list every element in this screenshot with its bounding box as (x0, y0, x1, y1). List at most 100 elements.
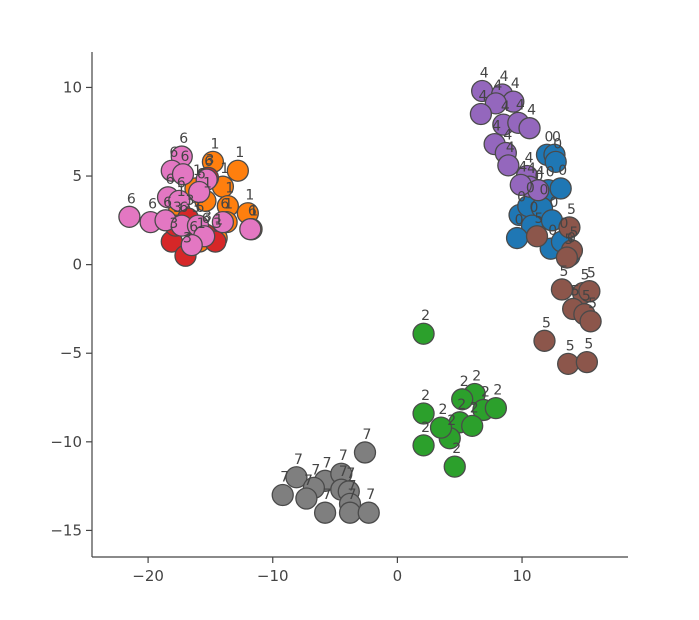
scatter-point-cluster-7 (285, 466, 308, 489)
point-label-4: 4 (511, 76, 520, 92)
point-label-2: 2 (460, 374, 469, 390)
point-label-4: 4 (503, 128, 512, 144)
point-label-3: 3 (205, 152, 214, 168)
scatter-point-cluster-6 (180, 233, 203, 257)
point-label-5: 5 (584, 337, 593, 353)
point-label-4: 4 (478, 89, 487, 105)
scatter-point-cluster-6 (118, 205, 141, 228)
point-label-7: 7 (366, 487, 375, 503)
point-label-6: 6 (179, 200, 188, 216)
point-label-6: 6 (204, 154, 213, 170)
point-label-4: 4 (536, 165, 545, 181)
point-label-3: 3 (173, 200, 182, 216)
scatter-point-cluster-5 (575, 350, 599, 374)
point-label-2: 2 (457, 397, 466, 413)
point-label-6: 6 (181, 149, 190, 165)
y-tick-label: 5 (72, 167, 82, 185)
scatter-point-cluster-6 (211, 210, 235, 234)
x-tick-label: −10 (257, 567, 289, 585)
point-label-5: 5 (571, 283, 580, 299)
point-label-1: 1 (193, 163, 202, 179)
point-label-0: 0 (517, 190, 526, 206)
y-tick-label: 0 (72, 256, 82, 274)
scatter-point-cluster-5 (558, 216, 581, 239)
y-tick-label: −10 (50, 433, 82, 451)
scatter-point-cluster-6 (188, 180, 211, 204)
point-label-6: 6 (248, 204, 257, 220)
point-label-2: 2 (447, 413, 456, 429)
point-label-3: 3 (192, 200, 201, 216)
point-label-5: 5 (581, 267, 590, 283)
point-label-4: 4 (518, 159, 527, 175)
scatter-point-cluster-2 (412, 322, 435, 345)
scatter-point-cluster-4 (497, 154, 520, 177)
point-label-5: 5 (569, 225, 578, 241)
point-label-4: 4 (506, 140, 515, 156)
point-label-1: 1 (225, 181, 234, 197)
point-label-6: 6 (163, 195, 172, 211)
point-label-2: 2 (421, 420, 430, 436)
point-label-0: 0 (567, 230, 576, 246)
point-label-1: 1 (245, 188, 254, 204)
point-label-1: 1 (235, 145, 244, 161)
point-label-3: 3 (183, 230, 192, 246)
scatter-point-cluster-2 (443, 455, 466, 478)
point-label-2: 2 (481, 384, 490, 400)
point-label-2: 2 (439, 402, 448, 418)
point-label-1: 1 (210, 136, 219, 152)
point-label-3: 3 (203, 209, 212, 225)
point-label-6: 6 (127, 191, 136, 207)
point-label-2: 2 (493, 383, 502, 399)
point-label-7: 7 (280, 469, 289, 485)
point-label-0: 0 (546, 165, 555, 181)
y-tick-label: 10 (63, 78, 82, 96)
point-label-0: 0 (515, 213, 524, 229)
point-label-0: 0 (530, 200, 539, 216)
scatter-point-cluster-2 (484, 397, 508, 420)
scatter-point-cluster-6 (168, 189, 191, 212)
scatter-point-cluster-2 (412, 402, 435, 425)
point-label-4: 4 (500, 69, 509, 85)
point-label-5: 5 (587, 266, 596, 282)
point-label-4: 4 (525, 151, 534, 167)
scatter-point-cluster-7 (313, 501, 337, 524)
point-label-1: 1 (249, 204, 258, 220)
scatter-point-cluster-4 (518, 117, 541, 140)
scatter-point-cluster-7 (295, 487, 318, 510)
scatter-point-cluster-6 (171, 163, 195, 186)
point-label-7: 7 (348, 487, 357, 503)
point-label-5: 5 (588, 296, 597, 312)
point-label-5: 5 (582, 289, 591, 305)
scatter-point-cluster-2 (412, 434, 435, 457)
scatter-point-cluster-7 (357, 501, 380, 524)
point-label-7: 7 (323, 487, 332, 503)
scatter-point-cluster-2 (451, 388, 474, 411)
point-label-7: 7 (339, 464, 348, 480)
point-label-7: 7 (339, 448, 348, 464)
point-label-7: 7 (346, 466, 355, 482)
point-label-4: 4 (492, 119, 501, 135)
point-label-2: 2 (421, 388, 430, 404)
x-tick-label: 10 (512, 567, 531, 585)
x-tick-label: 0 (393, 567, 403, 585)
point-label-6: 6 (202, 211, 211, 227)
point-label-6: 6 (179, 131, 188, 147)
scatter-point-cluster-2 (429, 416, 453, 439)
scatter-point-cluster-7 (338, 501, 362, 524)
point-label-6: 6 (169, 145, 178, 161)
point-label-5: 5 (559, 264, 568, 280)
point-label-0: 0 (552, 129, 561, 145)
scatter-point-cluster-4 (509, 173, 532, 197)
scatter-point-cluster-6 (239, 218, 262, 241)
point-label-6: 6 (148, 197, 157, 213)
point-label-0: 0 (526, 181, 535, 197)
scatter-point-cluster-4 (469, 102, 493, 126)
point-label-3: 3 (213, 216, 222, 232)
scatter-point-cluster-5 (579, 310, 602, 333)
point-label-4: 4 (516, 97, 525, 113)
point-label-1: 1 (224, 197, 233, 213)
scatter-point-cluster-5 (557, 352, 580, 376)
points (118, 79, 602, 524)
scatter-point-cluster-7 (271, 483, 294, 507)
